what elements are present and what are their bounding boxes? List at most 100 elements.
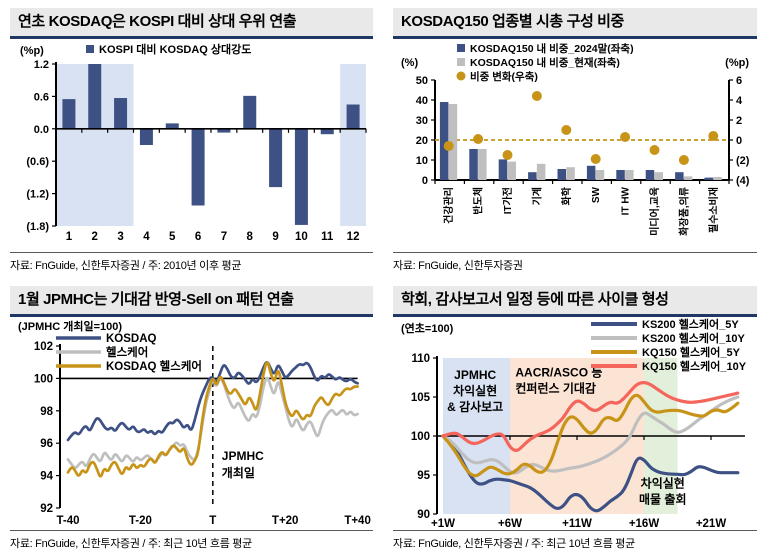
svg-text:102: 102	[34, 341, 53, 353]
svg-text:T-20: T-20	[129, 515, 152, 527]
panel-kosdaq150-sector-weights: KOSDAQ150 업종별 시총 구성 비중 (%) (%p) KOSDAQ150 …	[383, 0, 767, 278]
svg-text:105: 105	[411, 392, 431, 404]
bar-series	[62, 63, 360, 225]
svg-text:92: 92	[40, 503, 53, 515]
svg-text:KOSDAQ: KOSDAQ	[106, 333, 157, 345]
legend: KOSPI 대비 KOSDAQ 상대강도	[86, 42, 251, 56]
svg-text:6: 6	[736, 75, 742, 87]
svg-text:IT HW: IT HW	[621, 186, 632, 215]
svg-text:비중 변화(우축): 비중 변화(우축)	[470, 70, 538, 83]
grouped-bars	[439, 101, 722, 180]
svg-text:KOSPI 대비 KOSDAQ 상대강도: KOSPI 대비 KOSDAQ 상대강도	[99, 42, 251, 56]
svg-text:(4): (4)	[736, 175, 750, 187]
svg-text:0: 0	[422, 175, 428, 187]
svg-text:KOSDAQ150 내 비중_2024말(좌축): KOSDAQ150 내 비중_2024말(좌축)	[470, 42, 634, 55]
svg-text:+1W: +1W	[431, 518, 455, 528]
svg-text:(0.6): (0.6)	[26, 156, 49, 168]
svg-text:0: 0	[736, 135, 742, 147]
svg-text:8: 8	[247, 231, 254, 243]
svg-text:94: 94	[40, 470, 53, 482]
svg-text:(%p): (%p)	[725, 57, 749, 69]
svg-text:1.2: 1.2	[34, 59, 49, 71]
panel-title: KOSDAQ150 업종별 시총 구성 비중	[393, 8, 757, 39]
svg-text:(1.8): (1.8)	[26, 221, 49, 233]
svg-text:20: 20	[416, 135, 428, 147]
svg-text:3: 3	[117, 231, 123, 243]
svg-text:건강관리: 건강관리	[442, 187, 455, 224]
panel-healthcare-cycle: 학회, 감사보고서 일정 등에 따른 사이클 형성 (연초=100) JPMHC 차…	[383, 278, 767, 556]
svg-text:필수소비재: 필수소비재	[707, 187, 720, 233]
svg-text:(1.2): (1.2)	[26, 188, 49, 200]
svg-text:(%p): (%p)	[20, 45, 44, 57]
svg-text:(2): (2)	[736, 155, 750, 167]
panel-jpmhc-sell-on-pattern: 1월 JPMHC는 기대감 반영-Sell on 패턴 연출 (JPMHC 개최…	[0, 278, 383, 556]
svg-text:AACR/ASCO 등: AACR/ASCO 등	[515, 365, 602, 379]
svg-text:차익실현: 차익실현	[453, 383, 497, 398]
chart-monthly-relative-strength: (%p) KOSPI 대비 KOSDAQ 상대강도 1.2 0.6 0.0 (0.6) (1…	[20, 42, 367, 243]
svg-text:(연초=100): (연초=100)	[401, 321, 454, 335]
svg-text:100: 100	[411, 431, 430, 443]
svg-text:IT가전: IT가전	[501, 187, 514, 214]
svg-text:4: 4	[736, 95, 743, 107]
svg-text:(%): (%)	[401, 57, 418, 69]
svg-text:컨퍼런스 기대감: 컨퍼런스 기대감	[515, 380, 596, 395]
svg-text:T: T	[209, 515, 216, 527]
svg-text:기계: 기계	[530, 187, 543, 205]
svg-text:화장품,의류: 화장품,의류	[677, 187, 690, 236]
svg-text:95: 95	[417, 470, 430, 482]
svg-text:7: 7	[221, 231, 227, 243]
svg-text:T+20: T+20	[272, 515, 299, 527]
svg-text:반도체: 반도체	[472, 187, 485, 215]
svg-text:화학: 화학	[560, 186, 573, 205]
svg-text:개최일: 개최일	[222, 465, 255, 480]
svg-text:미디어,교육: 미디어,교육	[648, 187, 661, 236]
svg-text:30: 30	[416, 115, 428, 127]
source-note: 자료: FnGuide, 신한투자증권 / 주: 최근 10년 흐름 평균	[10, 530, 373, 551]
series-line	[66, 360, 359, 478]
svg-text:KQ150 헬스케어_5Y: KQ150 헬스케어_5Y	[642, 345, 741, 359]
svg-text:JPMHC: JPMHC	[222, 449, 264, 463]
svg-text:매물 출회: 매물 출회	[639, 491, 687, 506]
chart-jpmhc-pattern: (JPMHC 개최일=100) 92 94 96 98 100 102 JPMHC 개최일 KOS…	[18, 319, 371, 527]
series-line	[441, 433, 740, 512]
svg-text:1: 1	[66, 231, 73, 243]
svg-text:(JPMHC 개최일=100): (JPMHC 개최일=100)	[18, 319, 122, 333]
legend: KOSDAQ150 내 비중_2024말(좌축)KOSDAQ150 내 비중_현…	[456, 42, 634, 83]
series-line	[441, 394, 740, 474]
panel-kosdaq-monthly-relative-strength: 연초 KOSDAQ은 KOSPI 대비 상대 우위 연출 (%p) KOSPI 대…	[0, 0, 383, 278]
svg-text:0.0: 0.0	[34, 123, 49, 135]
svg-text:KOSDAQ150 내 비중_현재(좌축): KOSDAQ150 내 비중_현재(좌축)	[470, 56, 620, 69]
source-note: 자료: FnGuide, 신한투자증권	[393, 252, 757, 273]
change-dots	[443, 90, 719, 165]
svg-text:KS200 헬스케어_10Y: KS200 헬스케어_10Y	[642, 331, 746, 345]
svg-text:T-40: T-40	[56, 515, 79, 527]
series-line	[441, 380, 740, 452]
svg-text:2: 2	[736, 115, 742, 127]
svg-text:96: 96	[40, 438, 53, 450]
svg-text:98: 98	[40, 405, 53, 417]
category-labels: 건강관리 반도체 IT가전 기계 화학 SW IT HW 미디어,교육 화장품,의류 필수소비재	[442, 186, 720, 236]
svg-text:40: 40	[416, 95, 428, 107]
panel-title: 연초 KOSDAQ은 KOSPI 대비 상대 우위 연출	[10, 8, 373, 39]
svg-text:+21W: +21W	[696, 518, 727, 528]
svg-text:100: 100	[34, 373, 53, 385]
svg-text:6: 6	[195, 231, 201, 243]
svg-text:11: 11	[321, 231, 334, 243]
svg-text:+16W: +16W	[629, 518, 660, 528]
chart-sector-weights: (%) (%p) KOSDAQ150 내 비중_2024말(좌축)KOSDAQ150…	[401, 42, 750, 236]
source-note: 자료: FnGuide, 신한투자증권 / 주: 2010년 이후 평균	[10, 252, 373, 273]
svg-text:10: 10	[295, 231, 308, 243]
series-line	[441, 393, 740, 477]
svg-text:헬스케어: 헬스케어	[106, 345, 148, 359]
svg-text:JPMHC: JPMHC	[454, 368, 496, 382]
source-note: 자료: FnGuide, 신한투자증권 / 주: 최근 10년 흐름 평균	[393, 530, 757, 551]
svg-text:10: 10	[416, 155, 428, 167]
panel-title: 학회, 감사보고서 일정 등에 따른 사이클 형성	[393, 286, 757, 317]
svg-text:4: 4	[143, 231, 150, 243]
svg-text:+11W: +11W	[562, 518, 592, 528]
svg-text:SW: SW	[591, 186, 602, 203]
svg-text:T+40: T+40	[344, 515, 371, 527]
